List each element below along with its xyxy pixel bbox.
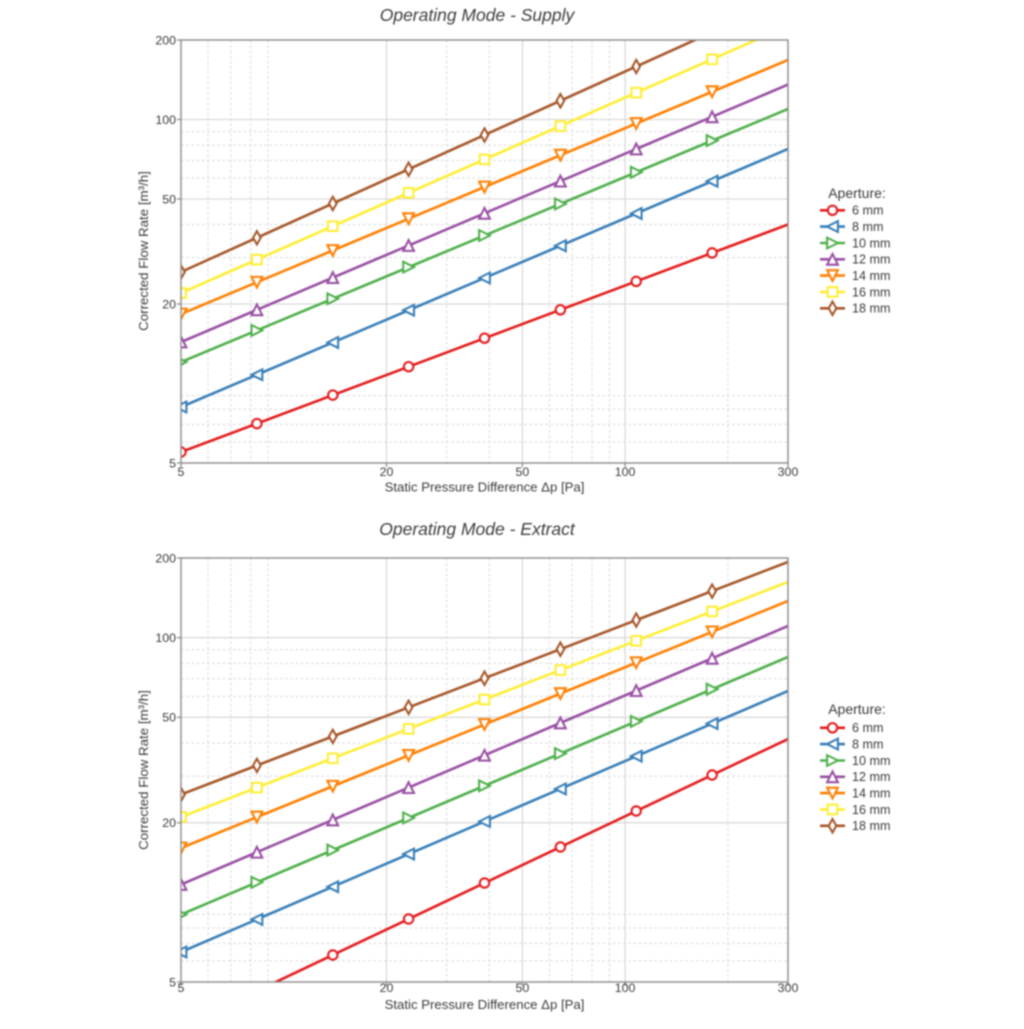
svg-text:6 mm: 6 mm (852, 721, 883, 735)
svg-text:Operating Mode - Extract: Operating Mode - Extract (379, 519, 576, 539)
svg-text:50: 50 (516, 465, 530, 479)
svg-text:100: 100 (615, 981, 636, 995)
svg-text:100: 100 (155, 631, 176, 645)
svg-text:14 mm: 14 mm (852, 787, 891, 801)
svg-text:16 mm: 16 mm (852, 803, 891, 817)
svg-text:5: 5 (169, 975, 176, 989)
svg-text:18 mm: 18 mm (852, 302, 891, 316)
svg-text:12 mm: 12 mm (852, 253, 891, 267)
svg-text:20: 20 (162, 816, 176, 830)
svg-text:20: 20 (380, 981, 394, 995)
svg-text:200: 200 (155, 33, 176, 47)
svg-text:20: 20 (380, 465, 394, 479)
svg-text:8 mm: 8 mm (852, 738, 883, 752)
svg-text:6 mm: 6 mm (852, 204, 883, 218)
svg-text:18 mm: 18 mm (852, 819, 891, 833)
svg-text:200: 200 (155, 551, 176, 565)
svg-text:16 mm: 16 mm (852, 285, 891, 299)
svg-text:8 mm: 8 mm (852, 220, 883, 234)
svg-text:10 mm: 10 mm (852, 754, 891, 768)
svg-text:50: 50 (162, 711, 176, 725)
svg-text:14 mm: 14 mm (852, 269, 891, 283)
svg-text:50: 50 (516, 981, 530, 995)
svg-text:20: 20 (162, 297, 176, 311)
svg-text:10 mm: 10 mm (852, 236, 891, 250)
svg-text:300: 300 (778, 465, 799, 479)
svg-text:100: 100 (155, 113, 176, 127)
svg-text:Static Pressure Difference Δp: Static Pressure Difference Δp [Pa] (385, 480, 585, 495)
svg-text:Operating Mode - Supply: Operating Mode - Supply (380, 5, 576, 25)
svg-text:50: 50 (162, 192, 176, 206)
svg-text:300: 300 (778, 981, 799, 995)
svg-text:5: 5 (178, 981, 185, 995)
svg-text:100: 100 (615, 465, 636, 479)
svg-text:5: 5 (178, 465, 185, 479)
svg-text:Aperture:: Aperture: (828, 701, 886, 717)
svg-text:12 mm: 12 mm (852, 770, 891, 784)
svg-text:Corrected Flow Rate [m³/h]: Corrected Flow Rate [m³/h] (136, 690, 151, 850)
svg-text:Corrected Flow Rate [m³/h]: Corrected Flow Rate [m³/h] (136, 171, 151, 331)
svg-text:Static Pressure Difference Δp: Static Pressure Difference Δp [Pa] (385, 997, 585, 1012)
svg-text:5: 5 (169, 456, 176, 470)
svg-text:Aperture:: Aperture: (828, 185, 886, 201)
